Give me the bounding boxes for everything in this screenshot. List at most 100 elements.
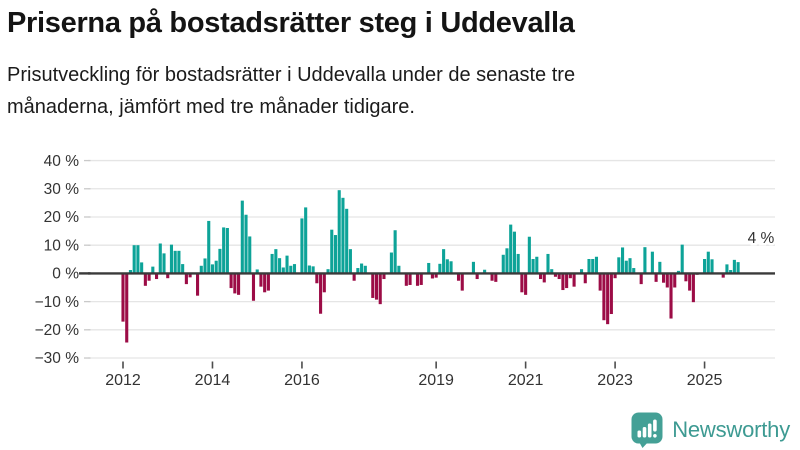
y-tick-label: −30 % (35, 350, 80, 367)
bar (520, 273, 524, 293)
bar (684, 273, 688, 282)
bar (721, 273, 725, 278)
bar (140, 262, 144, 274)
bar (725, 264, 729, 274)
bar (136, 245, 140, 274)
bar (475, 273, 479, 280)
y-tick-label: −20 % (35, 322, 80, 339)
bar (374, 273, 379, 300)
bar (222, 227, 226, 274)
x-tick-label: 2025 (687, 372, 723, 389)
bar (244, 214, 248, 274)
bar (240, 200, 244, 274)
bar (319, 273, 323, 314)
bar (624, 260, 628, 274)
x-tick-label: 2019 (418, 372, 454, 389)
bar (501, 254, 505, 274)
bar (151, 266, 155, 274)
x-tick-label: 2021 (508, 372, 544, 389)
bar (233, 273, 237, 294)
bar (315, 273, 319, 284)
bar (337, 190, 341, 274)
bar (456, 273, 461, 281)
bar (229, 273, 233, 289)
bar (360, 263, 364, 274)
bar (710, 259, 714, 274)
bar (278, 258, 282, 274)
bar (158, 243, 162, 274)
bar (572, 273, 576, 287)
bar (207, 220, 211, 274)
bar (214, 260, 218, 274)
bar (363, 265, 367, 274)
bar (300, 218, 304, 274)
chart-subtitle: Prisutveckling för bostadsrätter i Uddev… (7, 64, 576, 118)
bar (535, 256, 539, 274)
bar (628, 258, 632, 274)
bar (732, 259, 736, 274)
bar (691, 273, 695, 303)
bar (654, 273, 658, 282)
y-tick-label: 20 % (44, 209, 80, 226)
bar (404, 273, 408, 286)
bar (348, 249, 352, 274)
bar (311, 266, 315, 274)
bar (188, 273, 192, 278)
bar (494, 273, 498, 282)
bar (594, 256, 599, 274)
y-tick-label: 10 % (44, 237, 80, 254)
bar (434, 273, 438, 278)
bar (688, 273, 692, 291)
bar (460, 273, 464, 291)
bar (650, 251, 654, 274)
bar (427, 262, 431, 274)
bar (579, 269, 584, 274)
bar (251, 273, 256, 301)
bar (356, 268, 360, 274)
bar (665, 273, 669, 288)
bar (162, 253, 166, 274)
bar (389, 252, 393, 274)
bar (322, 273, 326, 293)
newsworthy-logo: Newsworthy (631, 412, 790, 448)
bar (553, 273, 557, 277)
bar (565, 273, 569, 289)
bar (304, 207, 308, 274)
bar (509, 224, 513, 274)
bar (442, 249, 446, 274)
bar (199, 265, 203, 274)
y-tick-label: 0 % (52, 266, 79, 283)
bar (669, 273, 673, 319)
bar (203, 258, 207, 274)
x-tick-label: 2012 (105, 372, 141, 389)
bar (210, 264, 215, 274)
bar (680, 244, 684, 274)
latest-value-label: 4 % (748, 230, 775, 247)
bar (263, 273, 267, 293)
bar (609, 273, 613, 315)
bar (430, 273, 434, 279)
bar (270, 253, 274, 274)
bar (289, 265, 293, 274)
bar (196, 273, 200, 296)
bar (184, 273, 188, 285)
bar (345, 208, 349, 274)
x-tick-label: 2016 (284, 372, 320, 389)
bar (471, 261, 475, 274)
bar (371, 273, 375, 298)
bar (632, 268, 636, 274)
bar (415, 273, 420, 286)
bar (662, 273, 666, 283)
bar (181, 264, 185, 274)
bar (449, 261, 453, 274)
bar (128, 270, 133, 274)
bar (382, 273, 386, 280)
bar (706, 251, 710, 274)
bar (703, 259, 707, 274)
bar (516, 253, 520, 274)
bar (330, 229, 334, 274)
bar (606, 273, 610, 325)
x-tick-label: 2023 (597, 372, 633, 389)
bar (639, 273, 643, 285)
bar (143, 273, 147, 286)
